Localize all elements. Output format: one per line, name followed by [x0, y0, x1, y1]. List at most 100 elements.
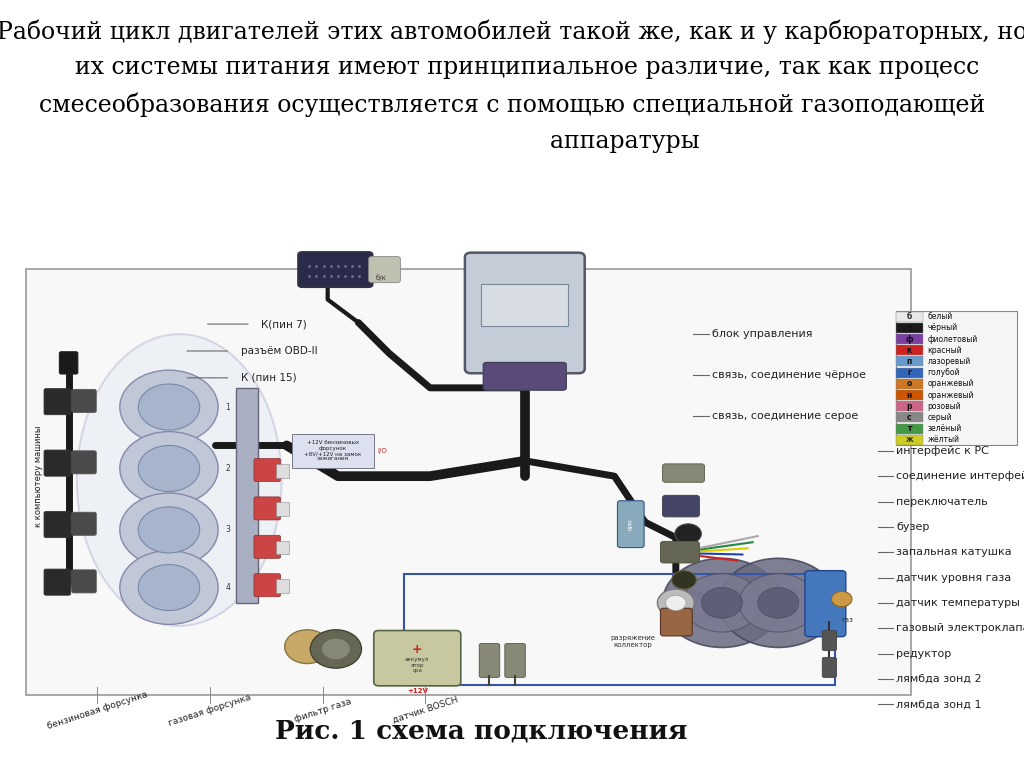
Bar [896, 334, 923, 344]
Bar [67, 516, 77, 530]
Text: зелёный: зелёный [928, 424, 962, 433]
Text: ч: ч [906, 323, 912, 333]
Text: +12V бензиновых
форсунок
+8V/+12V на замок
зажигания: +12V бензиновых форсунок +8V/+12V на зам… [304, 440, 361, 462]
FancyBboxPatch shape [822, 631, 837, 650]
Text: К (пин 15): К (пин 15) [241, 372, 296, 383]
Text: датчик температуры: датчик температуры [896, 598, 1020, 608]
Text: красный: красный [928, 346, 962, 355]
Bar [896, 368, 923, 378]
Text: г: г [907, 368, 911, 377]
FancyBboxPatch shape [72, 512, 96, 535]
FancyBboxPatch shape [254, 574, 281, 597]
Text: с: с [907, 413, 911, 422]
Bar [896, 401, 923, 412]
Text: интерфейс к РС: интерфейс к РС [896, 445, 989, 456]
Bar [67, 574, 77, 588]
Text: газ: газ [841, 617, 853, 623]
Text: п: п [906, 357, 912, 366]
FancyBboxPatch shape [59, 352, 78, 374]
Text: белый: белый [928, 312, 952, 321]
Bar [896, 312, 923, 322]
Circle shape [663, 558, 781, 647]
Circle shape [138, 507, 200, 553]
FancyBboxPatch shape [479, 644, 500, 677]
Text: т: т [907, 424, 911, 433]
Text: запальная катушка: запальная катушка [896, 547, 1012, 558]
Text: 1: 1 [225, 402, 230, 412]
Ellipse shape [77, 334, 282, 626]
Bar [896, 435, 923, 445]
Text: б/к: б/к [376, 275, 386, 281]
Bar [896, 379, 923, 389]
Text: розовый: розовый [928, 402, 962, 411]
Circle shape [675, 524, 701, 544]
Bar [896, 424, 923, 434]
Text: к компьютеру машины: к компьютеру машины [35, 425, 43, 527]
FancyBboxPatch shape [72, 570, 96, 593]
Circle shape [120, 551, 218, 624]
Circle shape [739, 574, 817, 632]
FancyBboxPatch shape [72, 451, 96, 474]
Text: датчик BOSCH: датчик BOSCH [391, 696, 459, 725]
Text: смесеобразования осуществляется с помощью специальной газоподающей: смесеобразования осуществляется с помощь… [39, 93, 985, 118]
FancyBboxPatch shape [298, 252, 373, 287]
FancyBboxPatch shape [72, 389, 96, 412]
Text: соединение интерфейса: соединение интерфейса [896, 471, 1024, 482]
Bar [404, 574, 835, 685]
Bar [236, 388, 258, 603]
Circle shape [672, 571, 696, 589]
Circle shape [683, 574, 761, 632]
Bar [481, 284, 568, 326]
Text: их системы питания имеют принципиальное различие, так как процесс: их системы питания имеют принципиальное … [45, 56, 979, 79]
FancyBboxPatch shape [822, 657, 837, 677]
Text: Рис. 1 схема подключения: Рис. 1 схема подключения [275, 719, 687, 743]
FancyBboxPatch shape [465, 253, 585, 373]
Text: редуктор: редуктор [896, 648, 951, 659]
FancyBboxPatch shape [44, 569, 71, 595]
Bar [67, 393, 77, 407]
Text: р: р [906, 402, 912, 411]
Text: связь, соединение чёрное: связь, соединение чёрное [712, 369, 865, 380]
FancyBboxPatch shape [254, 497, 281, 520]
Circle shape [310, 630, 361, 668]
Bar [26, 269, 911, 695]
FancyBboxPatch shape [44, 511, 71, 538]
FancyBboxPatch shape [44, 389, 71, 415]
FancyBboxPatch shape [617, 501, 644, 548]
Circle shape [719, 558, 838, 647]
Text: о: о [906, 379, 912, 389]
Text: связь, соединение серое: связь, соединение серое [712, 411, 858, 422]
Bar [276, 579, 289, 593]
Circle shape [657, 589, 694, 617]
Bar [896, 412, 923, 422]
Text: датчик уровня газа: датчик уровня газа [896, 572, 1012, 583]
Text: I/O: I/O [377, 448, 387, 454]
Circle shape [120, 370, 218, 444]
Text: разряжение
коллектор: разряжение коллектор [610, 635, 655, 647]
FancyBboxPatch shape [663, 464, 705, 482]
Bar [67, 455, 77, 468]
Text: лямбда зонд 1: лямбда зонд 1 [896, 699, 981, 710]
FancyBboxPatch shape [483, 362, 566, 390]
FancyBboxPatch shape [663, 495, 699, 517]
Text: 4: 4 [225, 583, 230, 592]
Bar [896, 323, 923, 333]
Text: чёрный: чёрный [928, 323, 957, 333]
Text: лямбда зонд 2: лямбда зонд 2 [896, 674, 982, 684]
Circle shape [666, 595, 686, 611]
Text: б: б [906, 312, 912, 321]
FancyBboxPatch shape [369, 257, 400, 283]
Text: к: к [906, 346, 912, 355]
Text: RPM: RPM [629, 518, 633, 530]
Circle shape [138, 445, 200, 492]
Text: лазоревый: лазоревый [928, 357, 971, 366]
Text: аппаратуры: аппаратуры [325, 130, 699, 153]
FancyBboxPatch shape [254, 458, 281, 482]
Text: ж: ж [905, 435, 913, 445]
FancyBboxPatch shape [505, 644, 525, 677]
Circle shape [285, 630, 330, 664]
Bar [276, 464, 289, 478]
Bar [292, 434, 374, 468]
Text: бузер: бузер [896, 521, 930, 532]
Text: газовая форсунка: газовая форсунка [168, 693, 252, 728]
